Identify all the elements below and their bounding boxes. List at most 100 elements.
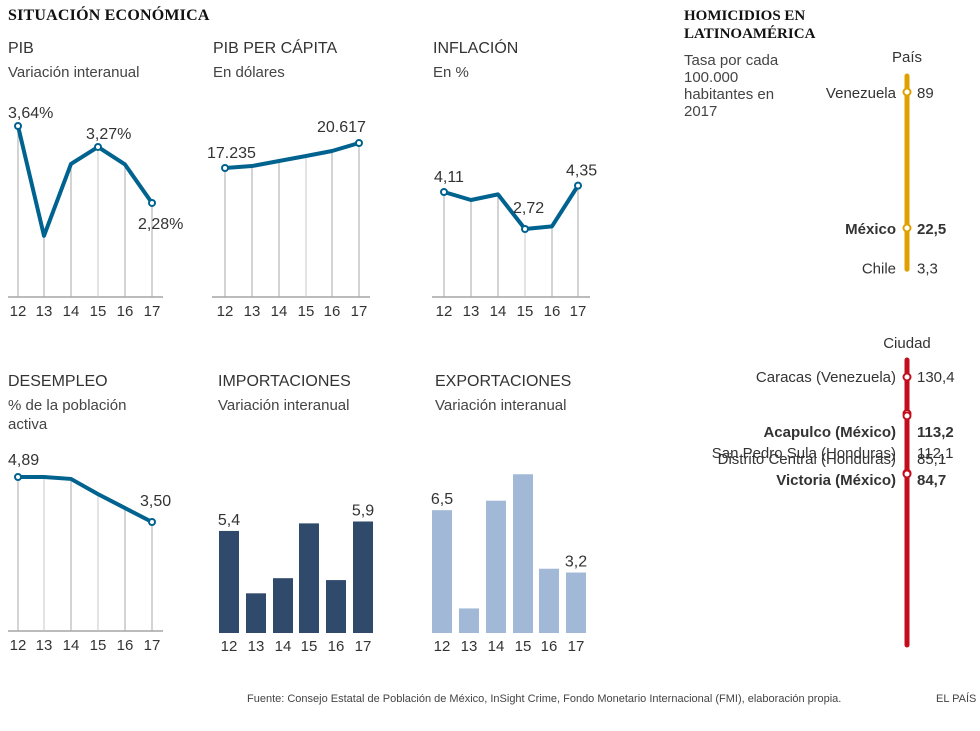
inflacion-tick-label: 15	[517, 303, 534, 320]
ciudad-value: 130,4	[917, 369, 955, 386]
pib-subtitle: Variación interanual	[8, 64, 140, 81]
pib-data-label: 3,64%	[8, 105, 53, 122]
brand-label: EL PAÍS	[936, 693, 977, 705]
pib-data-point	[14, 122, 22, 130]
pibpc-data-label: 17.235	[207, 145, 256, 162]
pib-data-label: 2,28%	[138, 216, 183, 233]
inflacion-tick-label: 14	[490, 303, 507, 320]
importaciones-data-label: 5,4	[218, 512, 240, 529]
homicidios-description: Tasa por cada 100.000 habitantes en 2017	[684, 52, 779, 120]
inflacion-data-label: 2,72	[513, 200, 544, 217]
exportaciones-tick-label: 17	[568, 638, 585, 655]
desempleo-tick-label: 12	[10, 637, 27, 654]
exportaciones-tick-label: 14	[488, 638, 505, 655]
importaciones-bar	[326, 580, 346, 633]
ciudad-marker	[902, 469, 912, 479]
desempleo-data-label: 4,89	[8, 452, 39, 469]
importaciones-bar	[299, 523, 319, 633]
pib-data-point	[148, 198, 156, 207]
pib-data-label: 3,27%	[86, 126, 131, 143]
importaciones-bar	[246, 593, 266, 633]
exportaciones-title: EXPORTACIONES	[435, 373, 572, 390]
pibpc-data-label: 20.617	[317, 119, 366, 136]
importaciones-tick-label: 16	[328, 638, 345, 655]
pibpc-tick-label: 17	[351, 303, 368, 320]
pib-series-line	[16, 124, 154, 238]
pais-heading: País	[892, 49, 922, 66]
desempleo-series-line	[16, 475, 154, 524]
importaciones-tick-label: 15	[301, 638, 318, 655]
pais-value: 3,3	[917, 260, 938, 277]
importaciones-bar	[273, 578, 293, 633]
importaciones-bar	[219, 530, 239, 633]
desempleo-data-point	[148, 518, 156, 526]
desempleo-tick-label: 15	[90, 637, 107, 654]
pib-tick-label: 12	[10, 303, 27, 320]
importaciones-tick-label: 13	[248, 638, 265, 655]
source-note: Fuente: Consejo Estatal de Población de …	[247, 693, 842, 705]
pibpc-data-point	[221, 164, 229, 172]
pais-label: Chile	[862, 260, 896, 277]
importaciones-bar	[353, 521, 373, 633]
desempleo-data-point	[14, 473, 22, 481]
desempleo-subtitle: % de la población activa	[8, 397, 127, 433]
ciudad-heading: Ciudad	[883, 335, 931, 352]
pais-label: Venezuela	[826, 85, 897, 102]
pib-tick-label: 14	[63, 303, 80, 320]
exportaciones-bar	[513, 474, 533, 633]
ciudad-label: Acapulco (México)	[763, 424, 896, 441]
main-title: SITUACIÓN ECONÓMICA	[8, 7, 210, 24]
pibpc-tick-label: 13	[244, 303, 261, 320]
importaciones-title: IMPORTACIONES	[218, 373, 351, 390]
importaciones-tick-label: 12	[221, 638, 238, 655]
pais-marker	[902, 223, 912, 233]
pib-tick-label: 17	[144, 303, 161, 320]
pibpc-title: PIB PER CÁPITA	[213, 40, 338, 57]
pib-tick-label: 13	[36, 303, 53, 320]
pibpc-tick-label: 15	[298, 303, 315, 320]
ciudad-value: 84,7	[917, 472, 946, 489]
inflacion-tick-label: 13	[463, 303, 480, 320]
exportaciones-bar	[459, 608, 479, 633]
ciudad-label: Victoria (México)	[776, 472, 896, 489]
ciudad-marker	[902, 372, 912, 382]
importaciones-tick-label: 14	[275, 638, 292, 655]
exportaciones-bar	[539, 568, 559, 633]
exportaciones-tick-label: 15	[515, 638, 532, 655]
inflacion-tick-label: 17	[570, 303, 587, 320]
ciudad-label: Distrito Central (Honduras)	[718, 451, 896, 468]
exportaciones-tick-label: 12	[434, 638, 451, 655]
pibpc-subtitle: En dólares	[213, 64, 285, 81]
exportaciones-tick-label: 13	[461, 638, 478, 655]
exportaciones-data-label: 3,2	[565, 554, 587, 571]
importaciones-data-label: 5,9	[352, 502, 374, 519]
inflacion-data-point	[521, 225, 529, 233]
inflacion-data-label: 4,35	[566, 163, 597, 180]
inflacion-data-point	[440, 188, 448, 196]
exportaciones-tick-label: 16	[541, 638, 558, 655]
inflacion-data-label: 4,11	[434, 169, 464, 186]
pais-value: 89	[917, 85, 934, 102]
ciudad-value: 85,1	[917, 451, 946, 468]
ciudad-label: Caracas (Venezuela)	[756, 369, 896, 386]
inflacion-data-point	[574, 181, 582, 190]
inflacion-title: INFLACIÓN	[433, 40, 519, 57]
desempleo-data-label: 3,50	[140, 493, 171, 510]
inflacion-tick-label: 16	[544, 303, 561, 320]
inflacion-series-line	[442, 183, 580, 231]
desempleo-tick-label: 17	[144, 637, 161, 654]
pibpc-series-line	[223, 141, 361, 170]
ciudad-label: San Pedro Sula (Honduras)	[712, 445, 896, 462]
homicidios-title: HOMICIDIOS EN LATINOAMÉRICA	[684, 8, 816, 42]
pibpc-tick-label: 12	[217, 303, 234, 320]
inflacion-tick-label: 12	[436, 303, 453, 320]
pais-label: México	[845, 221, 896, 238]
pib-data-point	[94, 142, 102, 151]
ciudad-marker	[902, 411, 912, 421]
ciudad-value: 113,2	[917, 424, 954, 441]
ciudad-value: 112,1	[917, 445, 953, 462]
desempleo-title: DESEMPLEO	[8, 373, 108, 390]
exportaciones-subtitle: Variación interanual	[435, 397, 567, 414]
importaciones-subtitle: Variación interanual	[218, 397, 350, 414]
